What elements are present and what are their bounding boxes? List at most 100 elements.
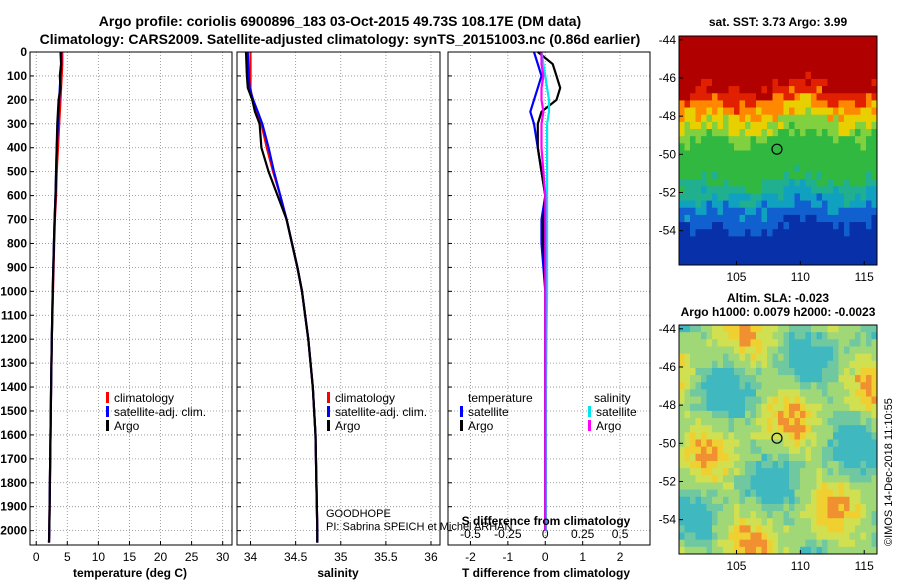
map-cell (767, 482, 773, 490)
map-cell (849, 525, 856, 533)
map-cell (827, 78, 834, 87)
y-tick-label: 500 (7, 165, 27, 179)
map-cell (849, 439, 856, 448)
map-cell (756, 360, 762, 369)
map-cell (871, 164, 878, 173)
map-cell (838, 107, 845, 116)
map-cell (734, 214, 740, 223)
t-difference-axis-label: T difference from climatology (462, 566, 630, 580)
map-cell (805, 453, 812, 462)
map-cell (860, 546, 867, 555)
map-cell (833, 396, 839, 405)
map-cell (761, 403, 768, 412)
map-cell (690, 439, 696, 448)
map-cell (827, 382, 834, 390)
map-cell (794, 503, 801, 512)
map-cell (717, 439, 724, 448)
map-cell (695, 250, 702, 259)
map-cell (761, 229, 768, 237)
map-cell (728, 157, 735, 166)
map-cell (849, 375, 856, 383)
map-cell (756, 136, 762, 144)
map-cell (866, 207, 872, 216)
map-cell (855, 43, 861, 51)
map-cell (750, 64, 757, 73)
map-cell (805, 64, 812, 73)
map-cell (723, 121, 729, 130)
map-cell (723, 143, 729, 151)
map-cell (701, 489, 707, 498)
map-cell (838, 214, 845, 223)
map-cell (745, 489, 751, 498)
map-cell (734, 157, 740, 166)
map-cell (866, 229, 872, 237)
map-cell (794, 157, 801, 166)
map-cell (833, 332, 839, 340)
map-cell (761, 222, 768, 230)
map-cell (712, 503, 718, 512)
map-cell (844, 353, 850, 362)
map-cell (833, 518, 839, 526)
map-cell (761, 511, 768, 519)
map-cell (701, 43, 707, 51)
map-cell (684, 460, 691, 469)
map-cell (811, 150, 817, 159)
map-cell (811, 432, 817, 440)
map-cell (827, 360, 834, 369)
map-cell (805, 332, 812, 340)
map-cell (860, 489, 867, 498)
map-cell (844, 43, 850, 51)
map-cell (756, 78, 762, 87)
map-cell (695, 129, 702, 137)
map-cell (690, 86, 696, 94)
map-cell (734, 511, 740, 519)
map-cell (822, 532, 828, 541)
map-cell (800, 186, 806, 194)
map-cell (811, 546, 817, 555)
map-cell (750, 100, 757, 108)
map-cell (838, 346, 845, 355)
map-cell (750, 86, 757, 94)
map-cell (866, 403, 872, 412)
map-cell (860, 432, 867, 440)
map-cell (871, 64, 878, 73)
legend-swatch-climatology (106, 392, 109, 403)
map-cell (712, 164, 718, 173)
map-cell (849, 86, 856, 94)
map-cell (849, 121, 856, 130)
map-cell (684, 164, 691, 173)
map-cell (767, 222, 773, 230)
map-cell (772, 164, 779, 173)
map-cell (723, 339, 729, 347)
map-cell (745, 71, 751, 80)
map-cell (739, 482, 746, 490)
map-cell (772, 396, 779, 405)
map-cell (690, 511, 696, 519)
map-cell (684, 179, 691, 187)
map-cell (701, 503, 707, 512)
map-cell (849, 532, 856, 541)
map-cell (811, 36, 817, 44)
map-cell (816, 532, 823, 541)
map-cell (794, 121, 801, 130)
map-cell (822, 339, 828, 347)
map-cell (866, 36, 872, 44)
map-cell (679, 229, 685, 237)
map-cell (811, 489, 817, 498)
legend-satellite-adj: satellite-adj. clim. (114, 405, 206, 419)
map-cell (827, 157, 834, 166)
map-cell (871, 229, 878, 237)
map-cell (822, 100, 828, 108)
map-cell (745, 389, 751, 397)
map-cell (772, 332, 779, 340)
map-x-tick-label: 105 (726, 559, 746, 573)
map-cell (855, 107, 861, 116)
map-cell (811, 325, 817, 333)
map-cell (695, 136, 702, 144)
map-cell (833, 503, 839, 512)
map-cell (866, 186, 872, 194)
map-cell (778, 150, 784, 159)
map-cell (849, 164, 856, 173)
map-cell (816, 143, 823, 151)
map-y-tick-label: -54 (659, 513, 677, 527)
